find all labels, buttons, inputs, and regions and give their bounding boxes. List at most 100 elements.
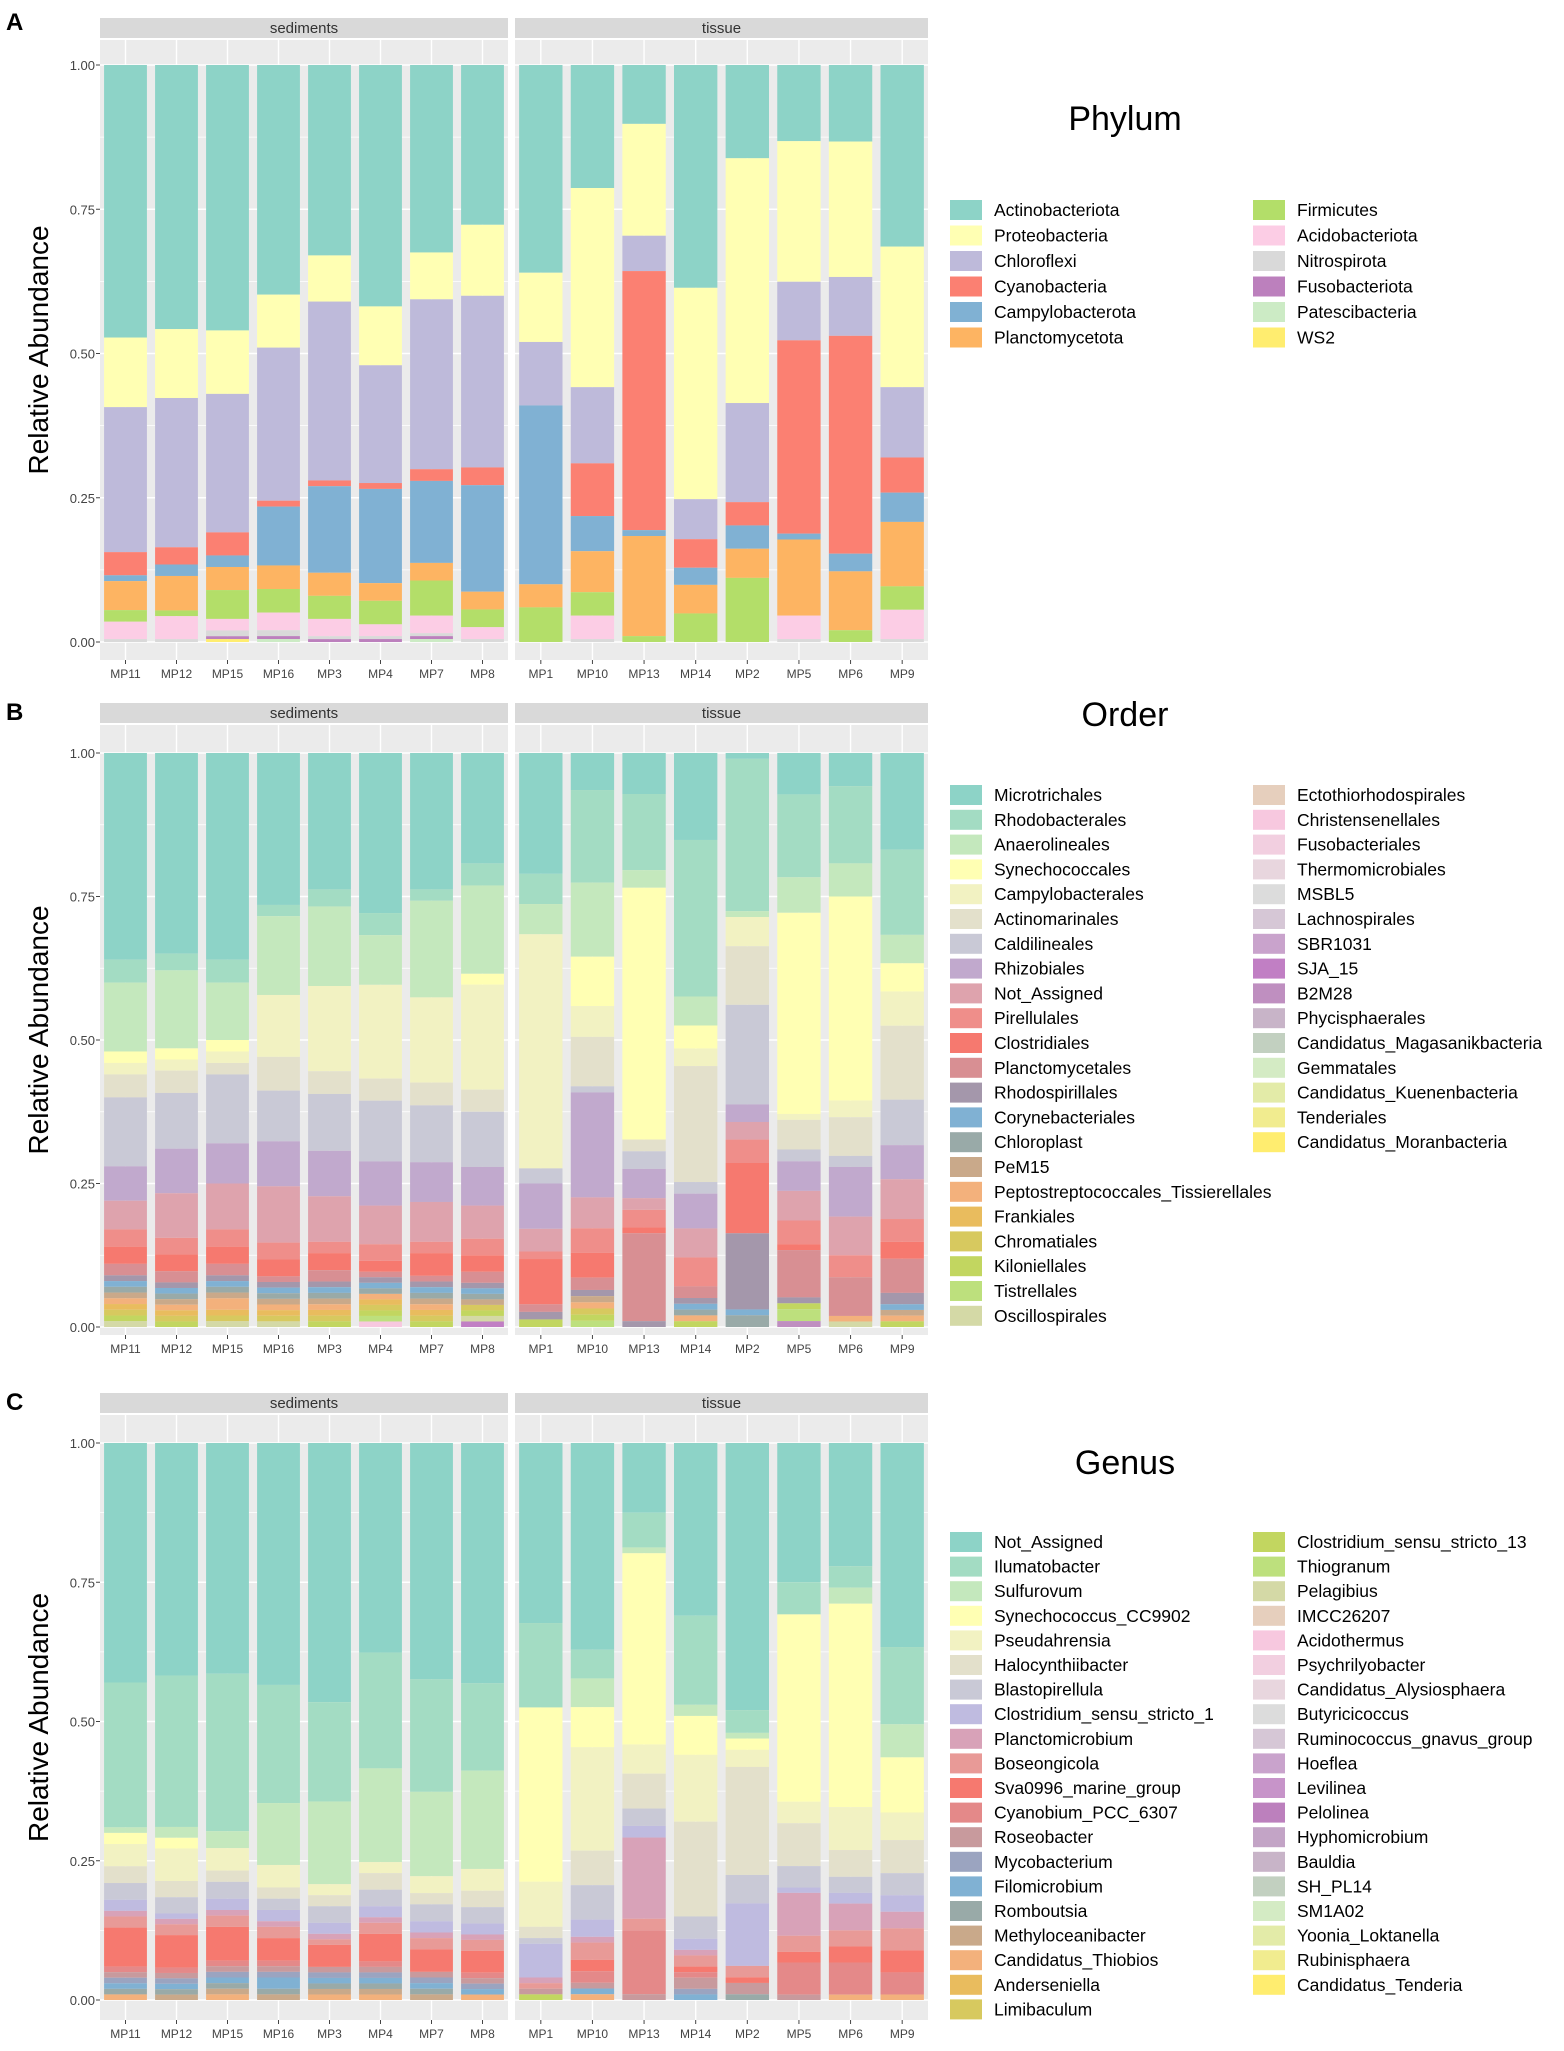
- bar-segment: [206, 1286, 249, 1293]
- bar-segment: [410, 1679, 453, 1792]
- bar-segment: [570, 1086, 615, 1093]
- bar-segment: [359, 1873, 402, 1890]
- bar-segment: [257, 1141, 300, 1187]
- bar-segment: [570, 387, 615, 464]
- bar-segment: [359, 1889, 402, 1907]
- bar-segment: [674, 1916, 718, 1939]
- legend-swatch: [1253, 1704, 1285, 1725]
- bar-segment: [104, 1977, 147, 1984]
- bar-segment: [725, 1443, 769, 1711]
- bar-segment: [308, 1944, 351, 1967]
- bar-segment: [359, 1933, 402, 1962]
- bar-segment: [622, 536, 666, 637]
- bar-segment: [359, 1862, 402, 1874]
- bar-segment: [104, 407, 147, 553]
- bar-segment: [308, 1895, 351, 1907]
- panel-letter: C: [6, 1389, 23, 1416]
- legend-swatch: [1253, 983, 1285, 1004]
- bar-segment: [880, 1757, 924, 1813]
- bar-segment: [206, 1966, 249, 1972]
- bar-segment: [410, 1938, 453, 1950]
- bar-segment: [519, 607, 563, 642]
- bar-segment: [519, 1926, 563, 1939]
- bar-segment: [880, 963, 924, 992]
- bar-segment: [461, 1293, 504, 1300]
- panel-letter: A: [6, 9, 23, 36]
- legend-swatch: [1253, 251, 1285, 271]
- bar-segment: [257, 1921, 300, 1927]
- legend-swatch: [950, 909, 982, 929]
- legend-swatch: [950, 1999, 982, 2020]
- bar-segment: [359, 1299, 402, 1305]
- x-tick-label: MP11: [110, 2027, 141, 2041]
- bar-segment: [308, 1093, 351, 1151]
- bar-segment: [777, 1220, 821, 1245]
- bar-segment: [622, 1930, 666, 1995]
- x-tick-label: MP4: [368, 667, 393, 681]
- bar-segment: [777, 65, 821, 142]
- bar-segment: [104, 959, 147, 983]
- legend-swatch: [950, 884, 982, 905]
- bar-segment: [777, 1994, 821, 2000]
- bar-segment: [880, 991, 924, 1026]
- x-tick-label: MP4: [368, 2027, 393, 2041]
- bar-segment: [880, 1241, 924, 1259]
- bar-segment: [828, 1876, 873, 1893]
- legend-title: Order: [1082, 696, 1169, 734]
- bar-segment: [206, 639, 249, 642]
- y-axis-label: Relative Abundance: [23, 1593, 54, 1842]
- bar-segment: [777, 1614, 821, 1802]
- bar-segment: [410, 1292, 453, 1299]
- bar-segment: [155, 1059, 198, 1071]
- bar-segment: [308, 1983, 351, 1989]
- legend-swatch: [1253, 1851, 1285, 1872]
- bar-segment: [674, 1298, 718, 1304]
- bar-segment: [359, 1321, 402, 1327]
- bar-segment: [206, 1246, 249, 1264]
- bar-segment: [461, 1089, 504, 1112]
- bar-segment: [206, 1983, 249, 1989]
- legend-label: Methyloceanibacter: [994, 1926, 1146, 1946]
- bar-segment: [308, 1287, 351, 1293]
- legend-label: Sulfurovum: [994, 1581, 1083, 1601]
- x-tick-label: MP6: [838, 2027, 863, 2041]
- bar-segment: [308, 1315, 351, 1322]
- bar-segment: [880, 1873, 924, 1896]
- bar-segment: [725, 1122, 769, 1140]
- bar-segment: [257, 1186, 300, 1243]
- legend-swatch: [1253, 1581, 1285, 1602]
- bar-segment: [155, 1092, 198, 1149]
- bar-segment: [570, 1308, 615, 1315]
- bar-segment: [206, 65, 249, 331]
- bar-segment: [570, 1850, 615, 1886]
- bar-segment: [880, 1099, 924, 1146]
- bar-segment: [155, 753, 198, 954]
- bar-segment: [880, 1928, 924, 1951]
- y-tick-label: 0.75: [70, 1575, 95, 1590]
- legend-label: Candidatus_Alysiosphaera: [1297, 1680, 1505, 1701]
- bar-segment: [777, 539, 821, 616]
- bar-segment: [155, 1989, 198, 1995]
- bar-segment: [206, 1263, 249, 1276]
- x-tick-label: MP7: [419, 2027, 444, 2041]
- bar-segment: [410, 753, 453, 890]
- bar-segment: [828, 896, 873, 1101]
- bar-segment: [674, 1309, 718, 1316]
- bar-segment: [461, 1205, 504, 1239]
- bar-segment: [410, 615, 453, 634]
- legend-swatch: [950, 834, 982, 855]
- bar-segment: [828, 1850, 873, 1877]
- bar-segment: [519, 1943, 563, 1978]
- bar-segment: [410, 1253, 453, 1276]
- bar-segment: [104, 1321, 147, 1327]
- bar-segment: [308, 1292, 351, 1299]
- bar-segment: [828, 141, 873, 277]
- legend-swatch: [950, 1181, 982, 1202]
- bar-segment: [725, 1738, 769, 1750]
- bar-segment: [308, 1071, 351, 1094]
- bar-segment: [674, 1955, 718, 1967]
- bar-segment: [308, 486, 351, 573]
- x-tick-label: MP9: [890, 667, 915, 681]
- bar-segment: [622, 1443, 666, 1513]
- bar-segment: [725, 753, 769, 759]
